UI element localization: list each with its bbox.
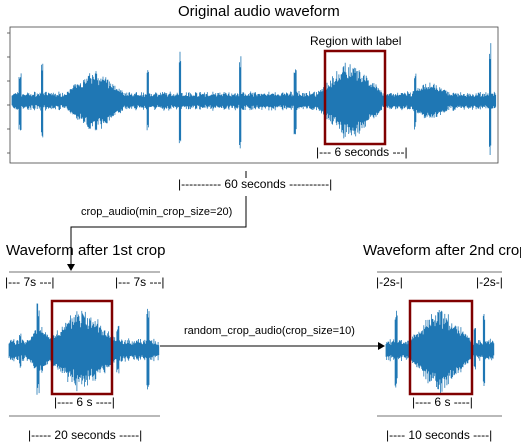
crop1-duration: |----- 20 seconds -----|: [28, 428, 143, 442]
original-label-region-box: [323, 49, 387, 146]
crop2-operation: random_crop_audio(crop_size=10): [184, 325, 355, 337]
original-region-span: |--- 6 seconds ---|: [316, 145, 408, 159]
crop2-label-region-box: [408, 299, 474, 396]
crop2-right-pad: |-2s-|: [476, 275, 503, 289]
crop1-title: Waveform after 1st crop: [6, 242, 166, 259]
wave-c2-trace: [385, 310, 495, 394]
crop1-right-pad: |--- 7s ---|: [115, 275, 165, 289]
original-plot-frame: [9, 26, 499, 164]
crop1-waveform: [8, 303, 160, 395]
wave-c1-trace: [8, 303, 160, 395]
crop2-left-pad: |-2s-|: [376, 275, 403, 289]
original-title: Original audio waveform: [178, 3, 340, 20]
crop2-region-span: |---- 6 s ----|: [412, 395, 473, 409]
crop1-left-pad: |--- 7s ---|: [5, 275, 55, 289]
region-with-label: Region with label: [310, 34, 402, 48]
crop1-region-span: |---- 6 s ----|: [54, 395, 115, 409]
crop2-title: Waveform after 2nd crop: [363, 242, 521, 259]
crop2-waveform: [385, 310, 495, 394]
original-duration: |---------- 60 seconds ----------|: [178, 177, 333, 191]
crop2-duration: |---- 10 seconds ----|: [386, 428, 493, 442]
crop1-operation: crop_audio(min_crop_size=20): [81, 206, 233, 218]
original-waveform: [11, 43, 497, 155]
arrow-crop-2-head: [378, 342, 385, 350]
wave-top-trace: [11, 43, 497, 155]
arrow-crop-1-head: [67, 264, 75, 271]
original-plot-y-ticks: [7, 32, 10, 154]
arrow-crop-1: [70, 196, 247, 264]
crop1-label-region-box: [50, 299, 114, 396]
